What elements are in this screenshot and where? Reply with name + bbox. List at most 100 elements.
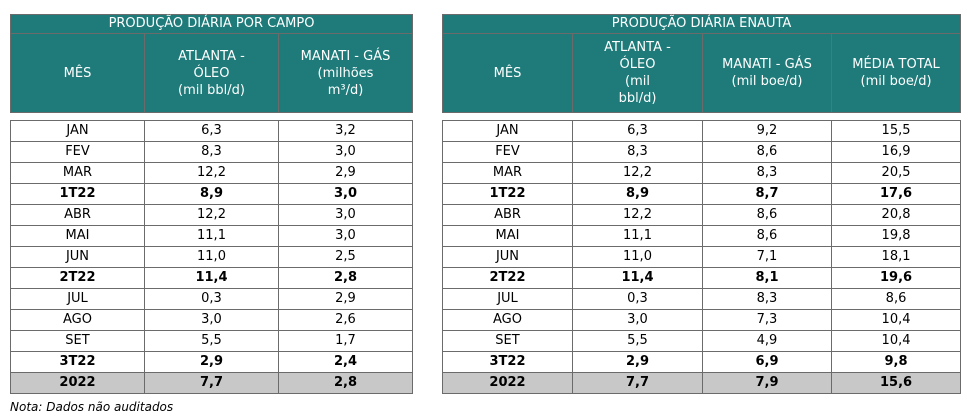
month-cell: SET [10,330,145,352]
value-cell: 8,6 [702,204,832,226]
value-cell: 11,1 [144,225,279,247]
value-cell: 19,8 [830,225,962,247]
table-row: JUN 11,0 7,1 18,1 [442,246,962,268]
month-cell: FEV [10,141,145,163]
value-cell: 20,8 [830,204,962,226]
month-cell: FEV [442,141,573,163]
value-cell: 8,3 [572,141,703,163]
table-row: MAI 11,1 8,6 19,8 [442,225,962,247]
month-cell: JUL [442,288,573,310]
value-cell: 7,1 [702,246,832,268]
month-cell: 3T22 [10,351,145,373]
column-header: ATLANTA - ÓLEO (mil bbl/d) [144,33,279,113]
value-cell: 2,9 [572,351,703,373]
value-cell: 6,9 [702,351,832,373]
column-header: MANATI - GÁS (milhões m³/d) [277,33,414,113]
table-row: MAI 11,1 3,0 [10,225,414,247]
value-cell: 3,0 [144,309,279,331]
month-cell: 3T22 [442,351,573,373]
value-cell: 0,3 [572,288,703,310]
value-cell: 7,9 [702,372,832,394]
value-cell: 4,9 [702,330,832,352]
table-row: SET 5,5 1,7 [10,330,414,352]
month-cell: 2T22 [442,267,573,289]
value-cell: 5,5 [572,330,703,352]
value-cell: 3,2 [277,120,414,142]
value-cell: 8,6 [830,288,962,310]
value-cell: 2,9 [144,351,279,373]
value-cell: 8,9 [572,183,703,205]
value-cell: 2,4 [277,351,414,373]
column-header: MANATI - GÁS (mil boe/d) [702,33,832,113]
month-cell: 2T22 [10,267,145,289]
month-cell: JUN [442,246,573,268]
month-cell: MAR [442,162,573,184]
value-cell: 15,5 [830,120,962,142]
table-row: AGO 3,0 7,3 10,4 [442,309,962,331]
value-cell: 2,8 [277,267,414,289]
value-cell: 19,6 [830,267,962,289]
month-cell: JAN [10,120,145,142]
column-header: MÊS [10,33,145,113]
month-cell: SET [442,330,573,352]
value-cell: 18,1 [830,246,962,268]
footnote: Nota: Dados não auditados [10,400,174,414]
value-cell: 8,9 [144,183,279,205]
value-cell: 11,1 [572,225,703,247]
value-cell: 9,8 [830,351,962,373]
column-header: MÉDIA TOTAL (mil boe/d) [830,33,962,113]
table-row: JUL 0,3 2,9 [10,288,414,310]
table-title: PRODUÇÃO DIÁRIA ENAUTA [441,14,962,34]
table-row: ABR 12,2 3,0 [10,204,414,226]
table-row: JUL 0,3 8,3 8,6 [442,288,962,310]
value-cell: 2,9 [277,162,414,184]
value-cell: 11,4 [572,267,703,289]
month-cell: 1T22 [10,183,145,205]
value-cell: 15,6 [830,372,962,394]
table-row: 2022 7,7 2,8 [10,372,414,394]
month-cell: JUL [10,288,145,310]
table-row: FEV 8,3 8,6 16,9 [442,141,962,163]
month-cell: 2022 [442,372,573,394]
value-cell: 11,0 [572,246,703,268]
value-cell: 2,9 [277,288,414,310]
month-cell: AGO [10,309,145,331]
month-cell: AGO [442,309,573,331]
value-cell: 9,2 [702,120,832,142]
value-cell: 8,1 [702,267,832,289]
table-row: AGO 3,0 2,6 [10,309,414,331]
value-cell: 7,3 [702,309,832,331]
column-header: MÊS [442,33,573,113]
value-cell: 12,2 [144,204,279,226]
table-row: FEV 8,3 3,0 [10,141,414,163]
value-cell: 3,0 [277,204,414,226]
value-cell: 2,5 [277,246,414,268]
value-cell: 8,3 [144,141,279,163]
table-row: 2T22 11,4 8,1 19,6 [442,267,962,289]
value-cell: 3,0 [277,183,414,205]
field-production-table: PRODUÇÃO DIÁRIA POR CAMPO MÊS ATLANTA - … [9,14,414,394]
value-cell: 12,2 [572,204,703,226]
value-cell: 6,3 [572,120,703,142]
table-row: MAR 12,2 2,9 [10,162,414,184]
value-cell: 10,4 [830,330,962,352]
month-cell: JUN [10,246,145,268]
month-cell: ABR [10,204,145,226]
month-cell: 2022 [10,372,145,394]
value-cell: 1,7 [277,330,414,352]
value-cell: 10,4 [830,309,962,331]
value-cell: 20,5 [830,162,962,184]
table-row: 3T22 2,9 6,9 9,8 [442,351,962,373]
value-cell: 8,7 [702,183,832,205]
value-cell: 7,7 [572,372,703,394]
table-row: 2022 7,7 7,9 15,6 [442,372,962,394]
enauta-production-table: PRODUÇÃO DIÁRIA ENAUTA MÊS ATLANTA - ÓLE… [441,14,962,394]
value-cell: 8,6 [702,141,832,163]
month-cell: MAI [442,225,573,247]
month-cell: MAI [10,225,145,247]
table-row: JAN 6,3 9,2 15,5 [442,120,962,142]
value-cell: 12,2 [144,162,279,184]
value-cell: 8,3 [702,288,832,310]
value-cell: 12,2 [572,162,703,184]
table-row: 1T22 8,9 8,7 17,6 [442,183,962,205]
